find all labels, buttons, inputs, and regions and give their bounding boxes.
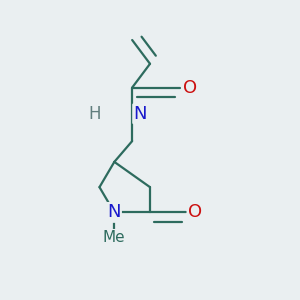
Text: Me: Me: [102, 230, 125, 245]
Text: N: N: [134, 105, 147, 123]
Text: N: N: [107, 203, 121, 221]
Text: O: O: [183, 79, 197, 97]
Text: O: O: [188, 203, 202, 221]
Text: H: H: [88, 105, 101, 123]
